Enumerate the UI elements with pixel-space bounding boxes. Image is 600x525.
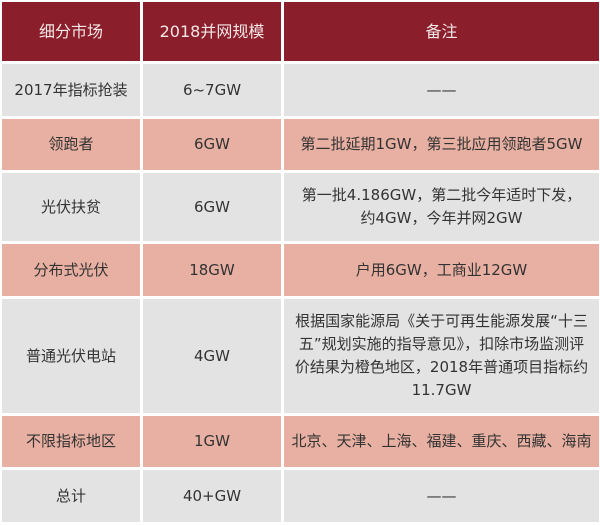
table-row: 光伏扶贫 6GW 第一批4.186GW，第二批今年适时下发，约4GW，今年并网2… <box>2 173 599 241</box>
table-row: 领跑者 6GW 第二批延期1GW，第三批应用领跑者5GW <box>2 119 599 170</box>
cell-scale: 6GW <box>143 173 281 241</box>
cell-market: 分布式光伏 <box>2 244 140 296</box>
table-row: 普通光伏电站 4GW 根据国家能源局《关于可再生能源发展“十三五”规划实施的指导… <box>2 299 599 413</box>
cell-note: —— <box>284 470 599 522</box>
cell-market: 2017年指标抢装 <box>2 64 140 116</box>
table-row: 不限指标地区 1GW 北京、天津、上海、福建、重庆、西藏、海南 <box>2 416 599 467</box>
cell-market: 总计 <box>2 470 140 522</box>
header-note: 备注 <box>284 2 599 61</box>
cell-market: 领跑者 <box>2 119 140 170</box>
header-market: 细分市场 <box>2 2 140 61</box>
cell-note: 北京、天津、上海、福建、重庆、西藏、海南 <box>284 416 599 467</box>
table-row: 2017年指标抢装 6~7GW —— <box>2 64 599 116</box>
cell-note: 根据国家能源局《关于可再生能源发展“十三五”规划实施的指导意见》，扣除市场监测评… <box>284 299 599 413</box>
cell-note: 第二批延期1GW，第三批应用领跑者5GW <box>284 119 599 170</box>
cell-scale: 40+GW <box>143 470 281 522</box>
cell-scale: 6GW <box>143 119 281 170</box>
table-row: 分布式光伏 18GW 户用6GW，工商业12GW <box>2 244 599 296</box>
cell-note: —— <box>284 64 599 116</box>
cell-scale: 4GW <box>143 299 281 413</box>
cell-note: 第一批4.186GW，第二批今年适时下发，约4GW，今年并网2GW <box>284 173 599 241</box>
cell-scale: 18GW <box>143 244 281 296</box>
cell-market: 普通光伏电站 <box>2 299 140 413</box>
cell-note: 户用6GW，工商业12GW <box>284 244 599 296</box>
cell-scale: 1GW <box>143 416 281 467</box>
header-row: 细分市场 2018并网规模 备注 <box>2 2 599 61</box>
cell-scale: 6~7GW <box>143 64 281 116</box>
cell-market: 不限指标地区 <box>2 416 140 467</box>
header-scale: 2018并网规模 <box>143 2 281 61</box>
table-row: 总计 40+GW —— <box>2 470 599 522</box>
cell-market: 光伏扶贫 <box>2 173 140 241</box>
